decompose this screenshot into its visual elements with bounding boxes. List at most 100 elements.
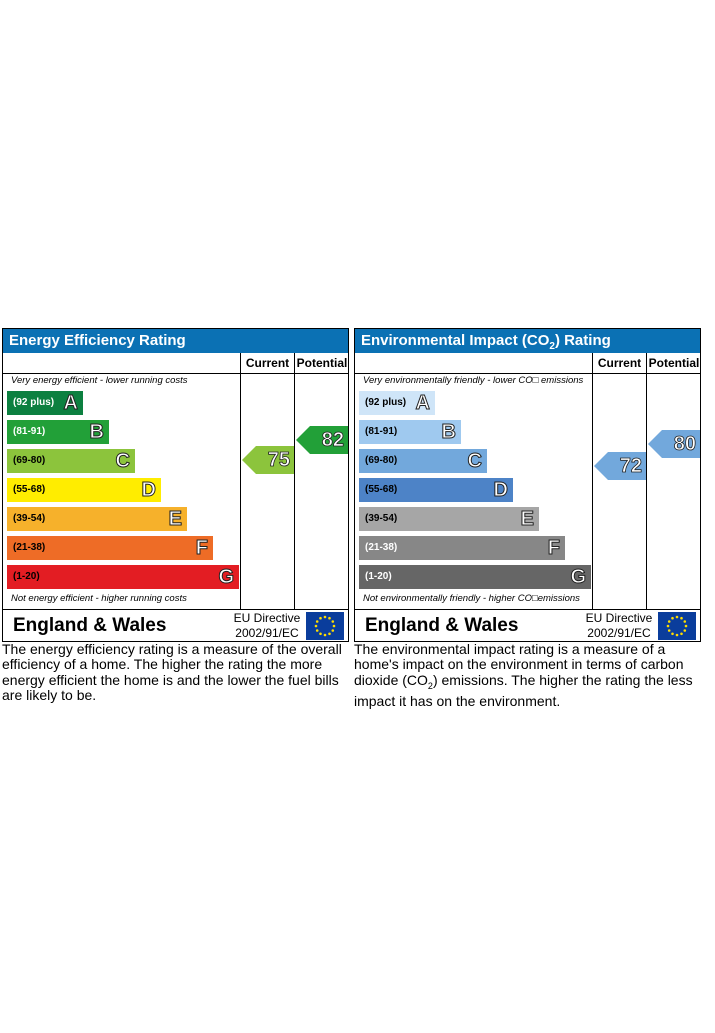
eu-directive: EU Directive 2002/91/EC: [581, 611, 657, 641]
eu-star: [315, 629, 319, 632]
current-rating-arrow: 75: [242, 446, 294, 474]
band-letter: E: [520, 508, 534, 531]
bottom-note: Not energy efficient - higher running co…: [11, 593, 187, 604]
band-range: (92 plus): [365, 397, 407, 408]
band-letter: B: [441, 421, 456, 444]
potential-rating-arrow: 80: [648, 430, 700, 458]
eu-star: [675, 633, 679, 637]
potential-rating-value: 82: [321, 429, 344, 452]
eu-star: [319, 616, 322, 620]
eu-directive-number: 2002/91/EC: [587, 626, 651, 640]
eu-star: [328, 616, 331, 620]
eu-star: [680, 616, 683, 620]
band-letter: C: [115, 450, 130, 473]
header-divider: [355, 373, 700, 374]
arrow-shape: [648, 430, 700, 458]
band-range: (21-38): [13, 542, 46, 553]
column-divider: [294, 353, 295, 610]
eu-star: [332, 624, 336, 628]
description-subscript: 2: [427, 680, 433, 691]
column-divider: [592, 353, 593, 610]
eu-star: [683, 629, 687, 632]
eu-star: [667, 629, 671, 632]
rating-band-b: (81-91) B: [359, 420, 461, 444]
arrow-shape: [242, 446, 294, 474]
eu-star: [683, 620, 687, 623]
eu-directive-line: EU Directive: [585, 611, 653, 625]
band-letter: B: [89, 421, 104, 444]
band-range: (92 plus): [13, 397, 55, 408]
energy-efficiency-panel: Energy Efficiency Rating Current Potenti…: [2, 328, 349, 642]
rating-band-b: (81-91) B: [7, 420, 109, 444]
rating-band-g: (1-20) G: [359, 565, 591, 589]
eu-star: [323, 633, 327, 637]
band-letter: A: [63, 392, 78, 415]
rating-band-e: (39-54) E: [7, 507, 187, 531]
current-rating-arrow: 72: [594, 452, 646, 480]
column-divider: [646, 353, 647, 610]
rating-band-e: (39-54) E: [359, 507, 539, 531]
eu-star: [675, 615, 679, 619]
rating-band-c: (69-80) C: [7, 449, 135, 473]
current-rating-value: 72: [619, 455, 642, 478]
potential-column-header: Potential: [648, 356, 700, 370]
band-range: (21-38): [365, 542, 398, 553]
potential-column-header: Potential: [296, 356, 348, 370]
rating-band-d: (55-68) D: [7, 478, 161, 502]
panel-title: Environmental Impact (CO2) Rating: [355, 329, 700, 353]
bottom-note: Not environmentally friendly - higher CO…: [363, 593, 580, 604]
eu-flag-icon: [306, 612, 344, 640]
band-letter: G: [218, 566, 235, 589]
rating-band-a: (92 plus) A: [7, 391, 83, 415]
eu-star: [319, 632, 322, 636]
footer-divider: [355, 609, 700, 610]
eu-star: [671, 616, 674, 620]
eu-star: [667, 620, 671, 623]
current-column-header: Current: [597, 356, 642, 370]
band-letter: E: [168, 508, 182, 531]
band-range: (69-80): [365, 455, 398, 466]
band-letter: F: [195, 537, 208, 560]
rating-band-g: (1-20) G: [7, 565, 239, 589]
band-range: (69-80): [13, 455, 46, 466]
rating-band-a: (92 plus) A: [359, 391, 435, 415]
band-letter: D: [493, 479, 508, 502]
eu-stars: [314, 615, 336, 637]
column-divider: [240, 353, 241, 610]
band-range: (39-54): [13, 513, 46, 524]
band-letter: D: [141, 479, 156, 502]
band-range: (81-91): [13, 426, 46, 437]
panel-title: Energy Efficiency Rating: [3, 329, 348, 353]
rating-band-f: (21-38) F: [7, 536, 213, 560]
band-range: (1-20): [365, 571, 392, 582]
eu-star: [331, 620, 335, 623]
potential-rating-value: 80: [673, 433, 696, 456]
eu-directive-line: EU Directive: [233, 611, 301, 625]
eu-star: [680, 632, 683, 636]
eu-star: [315, 620, 319, 623]
rating-band-c: (69-80) C: [359, 449, 487, 473]
title-subscript: 2: [549, 341, 555, 352]
environmental-description: The environmental impact rating is a mea…: [354, 641, 694, 709]
eu-star: [684, 624, 688, 628]
eu-flag-icon: [658, 612, 696, 640]
energy-description: The energy efficiency rating is a measur…: [2, 641, 342, 703]
eu-star: [314, 624, 318, 628]
eu-star: [671, 632, 674, 636]
eu-directive: EU Directive 2002/91/EC: [229, 611, 305, 641]
band-range: (81-91): [365, 426, 398, 437]
band-range: (55-68): [13, 484, 46, 495]
top-note: Very environmentally friendly - lower CO…: [363, 375, 584, 386]
eu-star: [328, 632, 331, 636]
current-column-header: Current: [245, 356, 290, 370]
current-rating-value: 75: [267, 449, 290, 472]
eu-star: [323, 615, 327, 619]
region-label: England & Wales: [13, 615, 167, 636]
top-note: Very energy efficient - lower running co…: [11, 375, 188, 386]
rating-band-d: (55-68) D: [359, 478, 513, 502]
band-letter: C: [467, 450, 482, 473]
region-label: England & Wales: [365, 615, 519, 636]
band-letter: G: [570, 566, 587, 589]
eu-directive-number: 2002/91/EC: [235, 626, 299, 640]
potential-rating-arrow: 82: [296, 426, 348, 454]
